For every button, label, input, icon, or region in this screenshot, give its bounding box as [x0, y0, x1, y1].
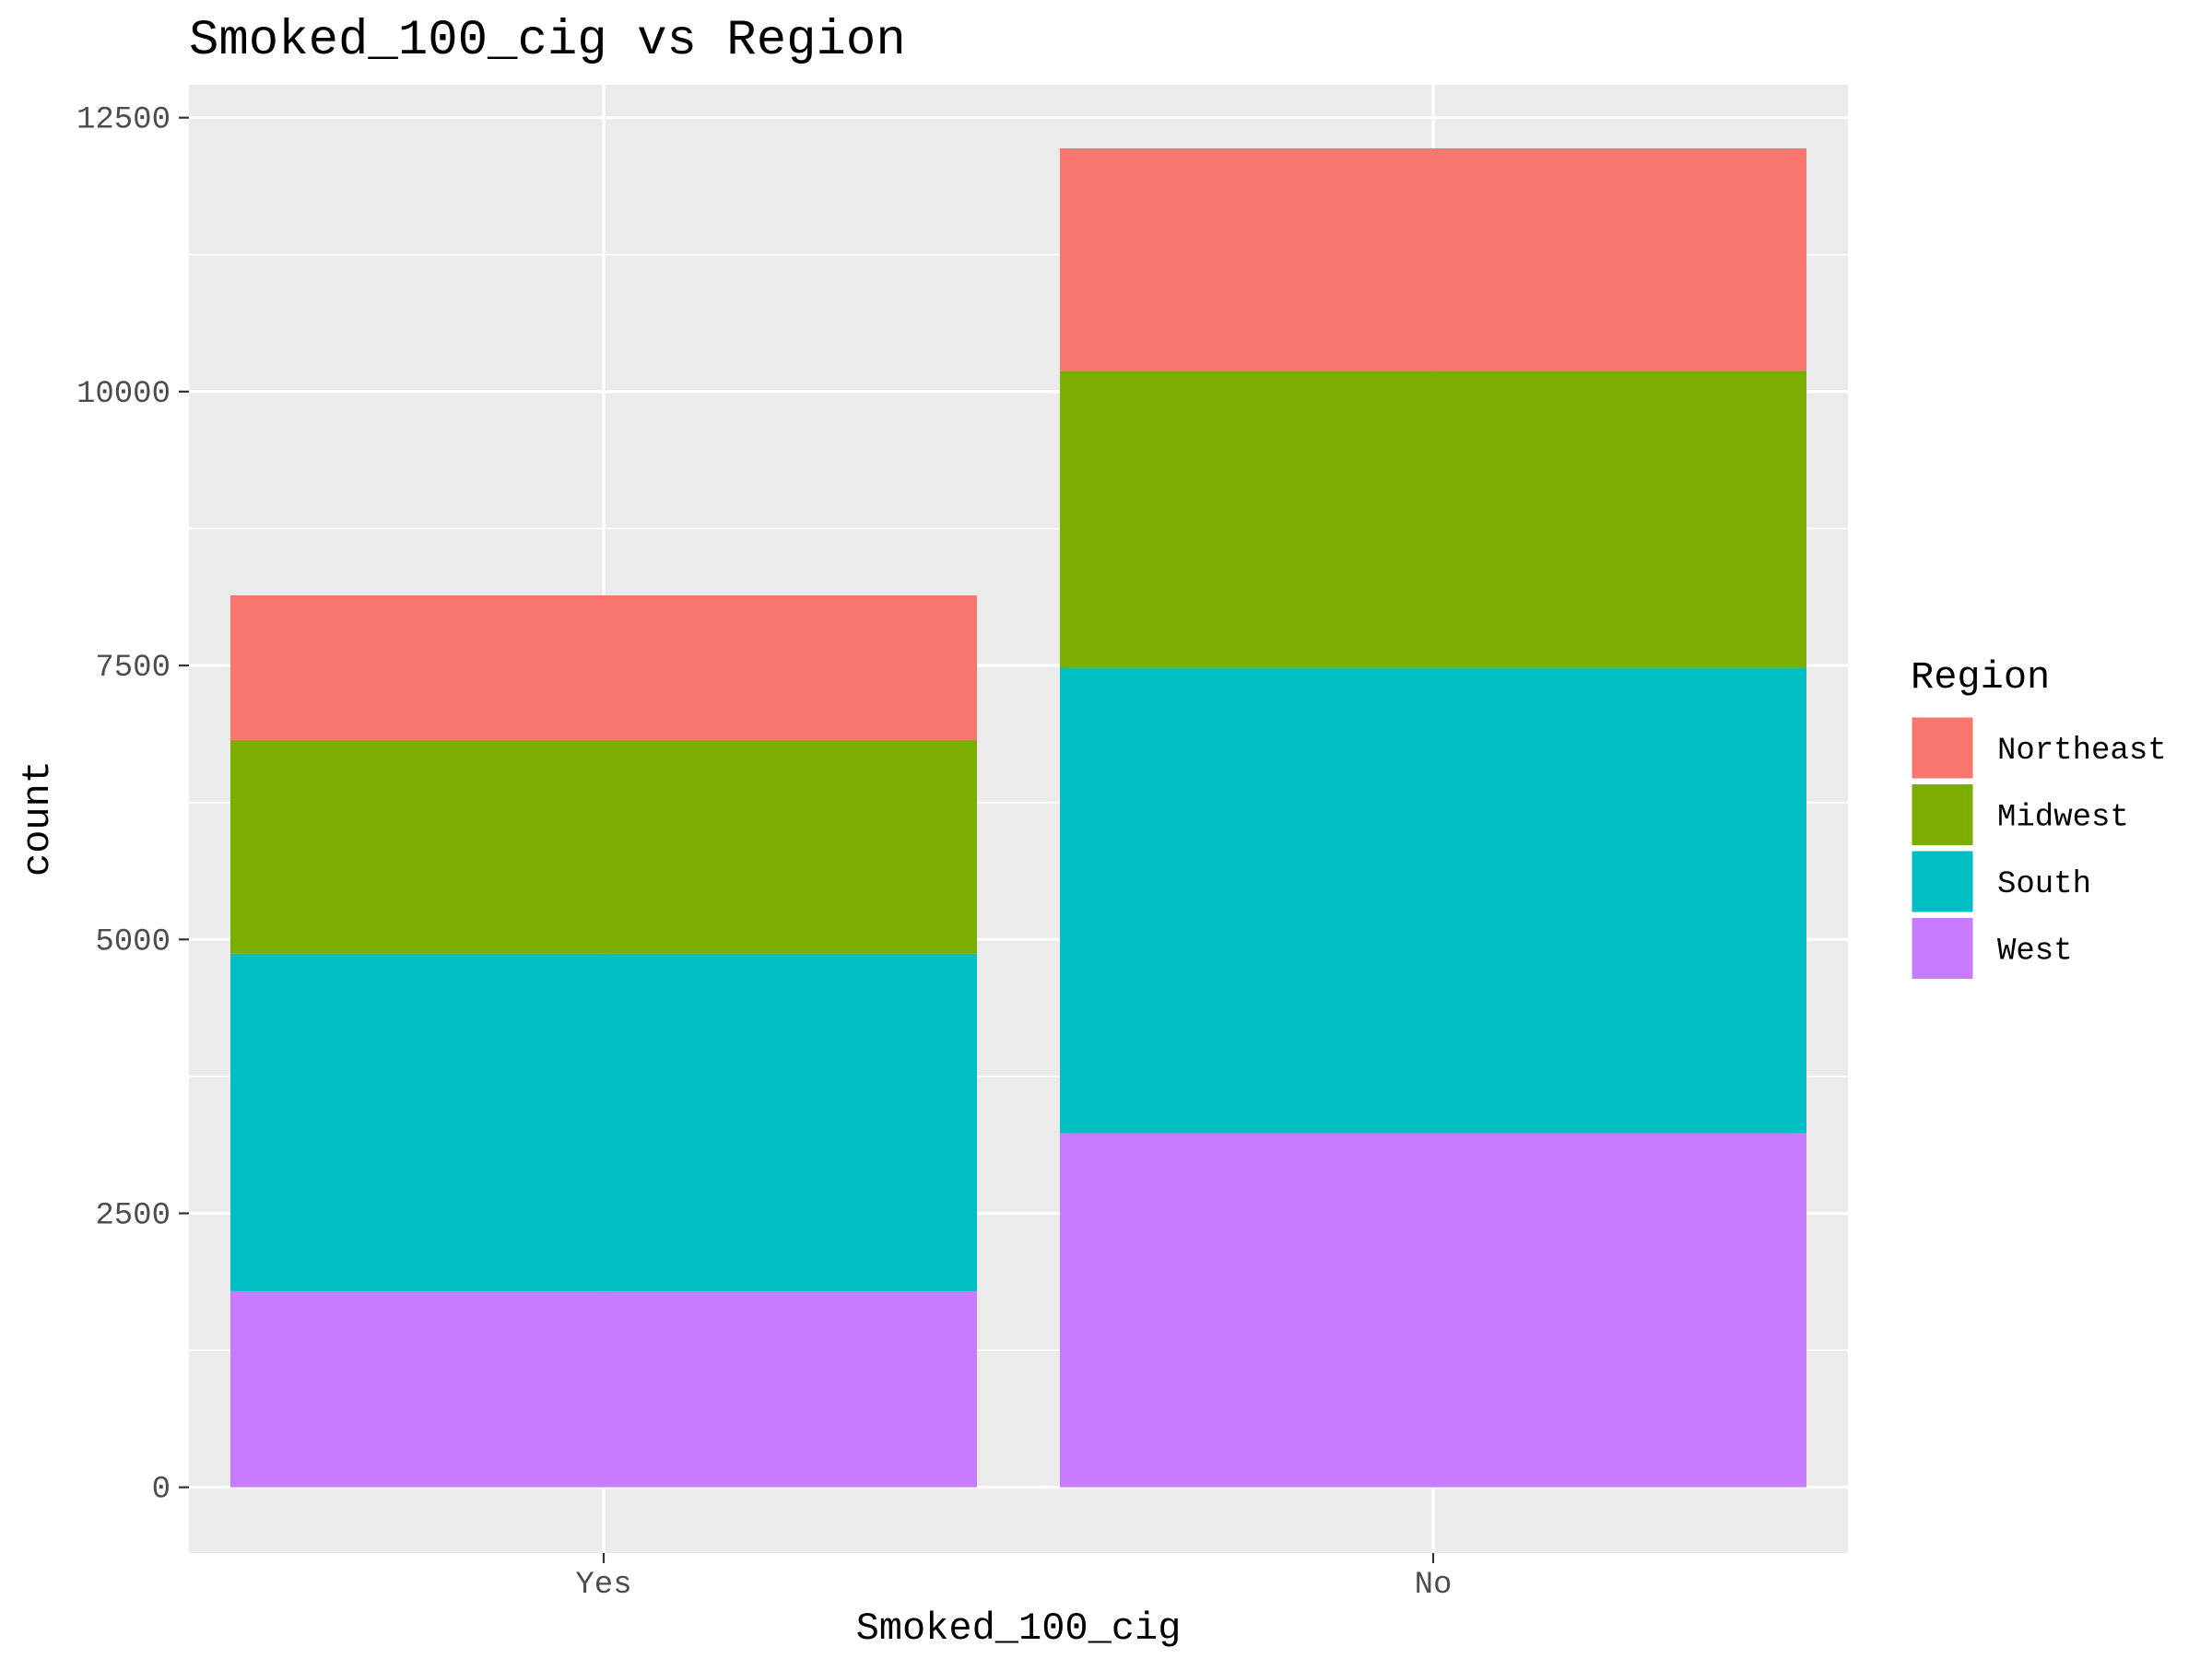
x-tick-label: No: [1415, 1568, 1453, 1603]
y-tick-label: 0: [152, 1473, 171, 1508]
legend: Region Northeast Midwest South West: [1909, 655, 2167, 982]
bars: [230, 147, 1806, 1488]
bar-northeast-yes: [230, 594, 977, 740]
legend-label-west: West: [1997, 935, 2073, 970]
legend-title: Region: [1911, 655, 2050, 700]
y-tick-label: 10000: [76, 377, 171, 412]
bar-south-no: [1060, 667, 1806, 1134]
y-axis-title: count: [16, 760, 60, 877]
bar-midwest-no: [1060, 371, 1806, 668]
chart-title: Smoked_100_cig vs Region: [189, 13, 906, 69]
y-axis: 0 2500 5000 7500 10000 12500: [76, 103, 189, 1508]
bar-west-yes: [230, 1290, 977, 1488]
legend-key-midwest: [1909, 782, 1976, 848]
legend-label-northeast: Northeast: [1997, 734, 2167, 769]
legend-key-south: [1909, 848, 1976, 915]
y-tick-label: 5000: [95, 924, 171, 959]
legend-key-northeast: [1909, 714, 1976, 782]
bar-west-no: [1060, 1133, 1806, 1488]
legend-label-south: South: [1997, 867, 2091, 902]
legend-label-midwest: Midwest: [1997, 801, 2129, 836]
bar-south-yes: [230, 953, 977, 1291]
x-axis-title: Smoked_100_cig: [856, 1606, 1182, 1651]
x-axis: Yes No: [575, 1553, 1452, 1603]
y-tick-label: 7500: [95, 651, 171, 686]
x-tick-label: Yes: [575, 1568, 631, 1603]
y-tick-label: 2500: [95, 1198, 171, 1233]
legend-key-west: [1909, 915, 1976, 982]
bar-northeast-no: [1060, 147, 1806, 371]
bar-midwest-yes: [230, 739, 977, 954]
y-tick-label: 12500: [76, 103, 171, 138]
